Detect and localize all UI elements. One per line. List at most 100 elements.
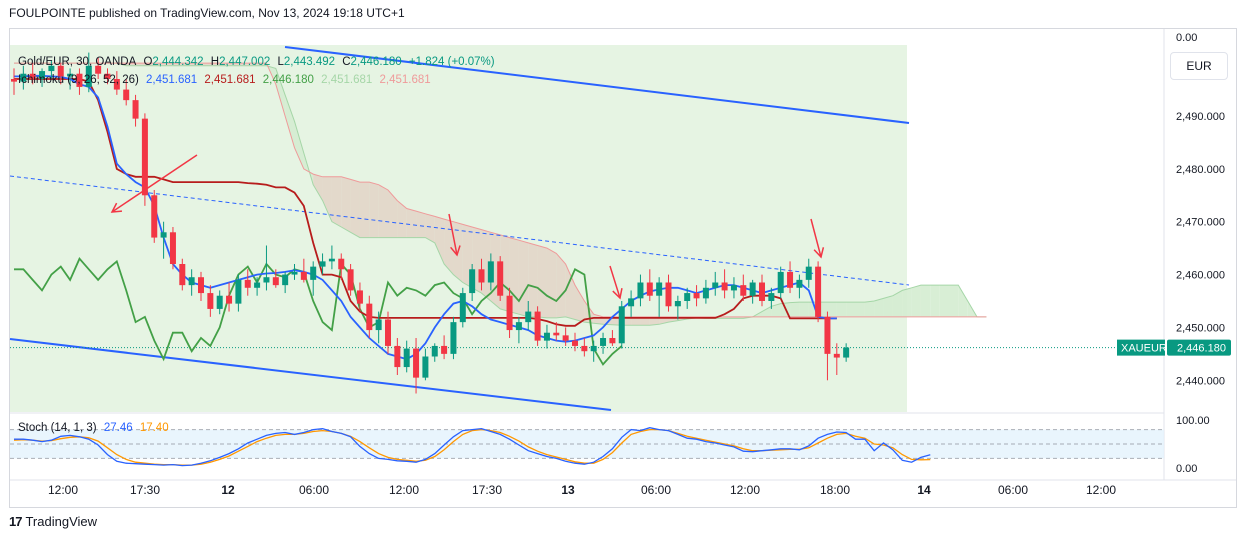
candle-body[interactable] xyxy=(833,353,840,358)
candle-body[interactable] xyxy=(562,335,569,341)
candle-body[interactable] xyxy=(235,279,242,304)
candle-body[interactable] xyxy=(787,271,794,288)
candle-body[interactable] xyxy=(216,295,223,309)
candle-body[interactable] xyxy=(656,282,663,296)
candle-body[interactable] xyxy=(385,319,391,346)
tradingview-footer[interactable]: 17 TradingView xyxy=(9,514,97,529)
candle-body[interactable] xyxy=(796,279,803,288)
candle-body[interactable] xyxy=(600,338,607,346)
candle-body[interactable] xyxy=(497,261,504,296)
candle-body[interactable] xyxy=(85,65,92,87)
candle-body[interactable] xyxy=(188,277,195,286)
candle-body[interactable] xyxy=(160,232,167,238)
candle-body[interactable] xyxy=(198,277,204,294)
candle-body[interactable] xyxy=(95,65,102,74)
candle-body[interactable] xyxy=(338,258,345,270)
candle-body[interactable] xyxy=(553,332,560,336)
candle-body[interactable] xyxy=(169,232,176,264)
annotation-arrow-shaft[interactable] xyxy=(609,265,621,299)
candle-body[interactable] xyxy=(628,298,635,307)
candle-body[interactable] xyxy=(48,65,55,72)
candle-body[interactable] xyxy=(618,306,625,344)
candle-body[interactable] xyxy=(282,274,289,286)
candle-body[interactable] xyxy=(777,271,784,294)
candle-body[interactable] xyxy=(394,345,401,368)
candle-body[interactable] xyxy=(581,345,588,352)
candle-body[interactable] xyxy=(413,348,420,378)
candle-body[interactable] xyxy=(534,311,541,341)
candle-body[interactable] xyxy=(674,301,681,307)
candle-body[interactable] xyxy=(244,279,251,288)
annotation-arrow-shaft[interactable] xyxy=(810,218,822,258)
candle-body[interactable] xyxy=(824,316,831,354)
candle-body[interactable] xyxy=(572,340,578,346)
candle-body[interactable] xyxy=(665,282,672,307)
candle-body[interactable] xyxy=(300,271,307,280)
candle-body[interactable] xyxy=(151,195,158,238)
candle-body[interactable] xyxy=(29,73,36,79)
dashed-resistance-line[interactable] xyxy=(9,175,910,286)
candle-body[interactable] xyxy=(207,293,214,309)
candle-body[interactable] xyxy=(843,347,850,358)
stoch-name[interactable]: Stoch (14, 1, 3) xyxy=(18,422,97,434)
candle-body[interactable] xyxy=(226,295,233,304)
candle-body[interactable] xyxy=(347,269,354,291)
candle-body[interactable] xyxy=(721,282,728,291)
candle-body[interactable] xyxy=(590,345,597,352)
stoch-legend[interactable]: Stoch (14, 1, 3) 27.46 17.40 xyxy=(18,422,173,434)
candle-body[interactable] xyxy=(20,73,27,82)
candle-body[interactable] xyxy=(366,303,373,331)
ichimoku-name[interactable]: Ichimoku (9, 26, 52, 26) xyxy=(18,74,139,86)
candle-body[interactable] xyxy=(768,293,775,301)
candle-body[interactable] xyxy=(76,73,83,87)
ichimoku-legend[interactable]: Ichimoku (9, 26, 52, 26) 2,451.681 2,451… xyxy=(18,74,435,86)
upper-channel-line[interactable] xyxy=(284,46,910,124)
symbol-label[interactable]: Gold/EUR, 30, OANDA xyxy=(18,56,137,68)
candle-body[interactable] xyxy=(422,356,429,378)
candle-body[interactable] xyxy=(749,282,756,296)
candle-body[interactable] xyxy=(450,322,457,354)
candle-body[interactable] xyxy=(515,322,522,331)
candle-body[interactable] xyxy=(702,287,709,299)
candle-body[interactable] xyxy=(740,285,747,296)
candle-body[interactable] xyxy=(141,118,148,196)
lower-channel-line[interactable] xyxy=(9,338,612,411)
candle-body[interactable] xyxy=(684,293,691,301)
candle-body[interactable] xyxy=(815,266,822,317)
candle-body[interactable] xyxy=(57,65,64,77)
candle-body[interactable] xyxy=(272,277,279,286)
candle-body[interactable] xyxy=(310,266,317,280)
candle-body[interactable] xyxy=(609,338,616,344)
candle-body[interactable] xyxy=(693,293,700,299)
candle-body[interactable] xyxy=(543,332,550,341)
candle-body[interactable] xyxy=(375,319,382,331)
candle-body[interactable] xyxy=(319,261,326,267)
candle-body[interactable] xyxy=(730,285,737,291)
candle-body[interactable] xyxy=(712,282,719,288)
candle-body[interactable] xyxy=(39,71,46,79)
candle-body[interactable] xyxy=(328,258,335,262)
candle-body[interactable] xyxy=(506,295,513,331)
candle-body[interactable] xyxy=(356,290,363,304)
candle-body[interactable] xyxy=(104,73,111,79)
candle-body[interactable] xyxy=(441,345,448,354)
candle-body[interactable] xyxy=(637,282,644,299)
candle-body[interactable] xyxy=(478,269,485,283)
candle-body[interactable] xyxy=(291,271,298,275)
candle-body[interactable] xyxy=(805,266,812,280)
candle-body[interactable] xyxy=(487,261,494,283)
candle-body[interactable] xyxy=(254,282,261,288)
candle-body[interactable] xyxy=(469,269,476,294)
candle-body[interactable] xyxy=(179,264,186,286)
candle-body[interactable] xyxy=(403,348,410,368)
candle-body[interactable] xyxy=(431,345,438,357)
candle-body[interactable] xyxy=(759,282,765,302)
currency-button[interactable]: EUR xyxy=(1170,52,1228,80)
candle-body[interactable] xyxy=(67,73,74,77)
annotation-arrow-shaft[interactable] xyxy=(448,213,458,256)
candle-body[interactable] xyxy=(646,282,653,296)
candle-body[interactable] xyxy=(459,293,466,323)
candle-body[interactable] xyxy=(263,277,270,283)
annotation-arrow-shaft[interactable] xyxy=(111,154,198,213)
